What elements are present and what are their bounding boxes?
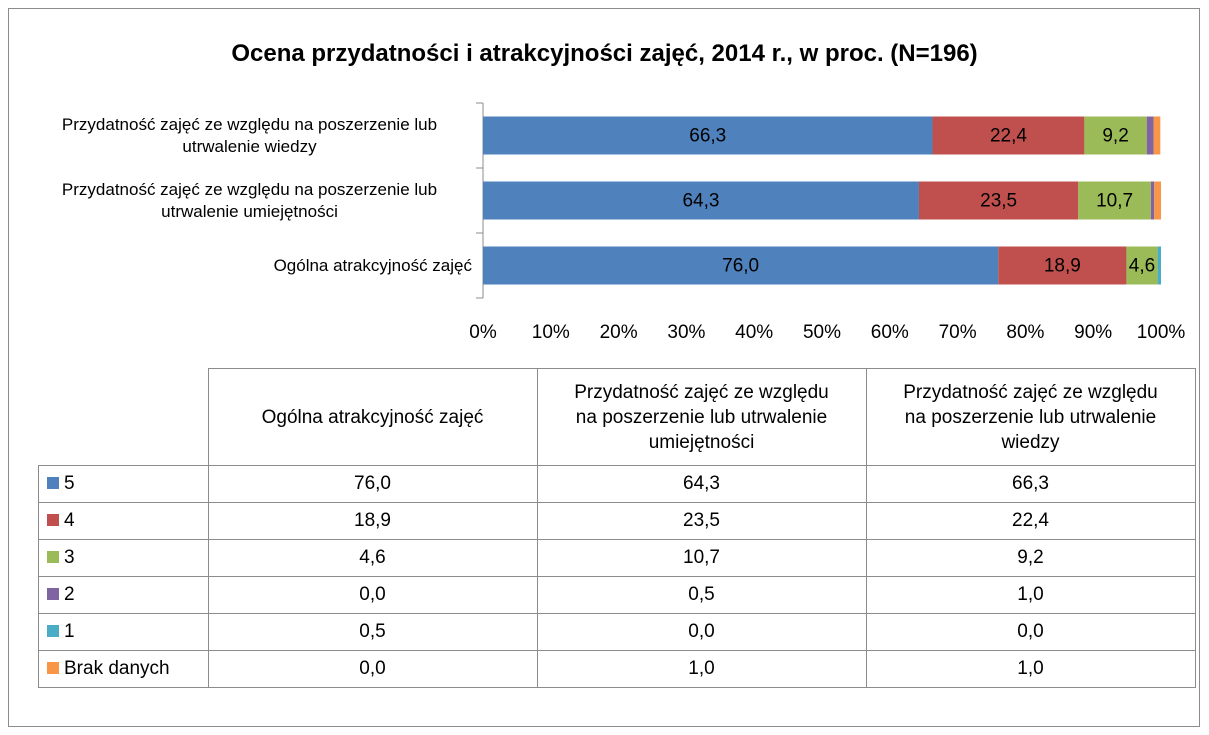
data-label: 9,2 <box>1102 126 1128 147</box>
table-row: 5 76,0 64,3 66,3 <box>38 465 1196 503</box>
table-row: 3 4,6 10,7 9,2 <box>38 539 1196 577</box>
table-cell: 66,3 <box>865 465 1196 503</box>
column-header: Przydatność zajęć ze względu na poszerze… <box>536 368 867 466</box>
legend-label: 3 <box>64 547 75 568</box>
legend-swatch <box>47 477 59 489</box>
empty-cell <box>38 368 209 466</box>
bar-segment <box>483 181 919 220</box>
y-tick-label: Przydatność zajęć ze względu na poszerze… <box>20 179 472 223</box>
table-row: Brak danych 0,0 1,0 1,0 <box>38 650 1196 688</box>
bar-segment <box>1146 116 1154 155</box>
legend-entry: 1 <box>38 613 209 651</box>
table-row: 4 18,9 23,5 22,4 <box>38 502 1196 540</box>
bar-segment <box>1126 246 1158 285</box>
legend-swatch <box>47 551 59 563</box>
table-cell: 9,2 <box>865 539 1196 577</box>
y-tick-label: Ogólna atrakcyjność zajęć <box>20 255 472 277</box>
bar-segment <box>1084 116 1147 155</box>
data-label: 22,4 <box>990 126 1027 147</box>
header-row: Ogólna atrakcyjność zajęć Przydatność zaj… <box>38 368 1196 466</box>
table-cell: 1,0 <box>865 576 1196 614</box>
data-label: 64,3 <box>682 191 719 212</box>
table-cell: 76,0 <box>207 465 538 503</box>
x-tick-label: 50% <box>803 322 841 343</box>
data-table: Ogólna atrakcyjność zajęć Przydatność zaj… <box>38 368 1196 688</box>
bar-segment <box>1150 181 1155 220</box>
table-cell: 1,0 <box>865 650 1196 688</box>
y-tick-label-text: Przydatność zajęć ze względu na poszerze… <box>61 179 438 221</box>
x-tick-label: 90% <box>1074 322 1112 343</box>
data-label: 4,6 <box>1129 256 1155 277</box>
legend-entry: Brak danych <box>38 650 209 688</box>
bar-segment <box>483 116 933 155</box>
y-tick-label-text: Przydatność zajęć ze względu na poszerze… <box>61 114 438 156</box>
legend-entry: 3 <box>38 539 209 577</box>
table-cell: 4,6 <box>207 539 538 577</box>
y-tick-label: Przydatność zajęć ze względu na poszerze… <box>20 114 472 158</box>
bar-segment <box>918 181 1079 220</box>
legend-swatch <box>47 514 59 526</box>
bar-segment <box>1157 246 1161 285</box>
x-tick-label: 10% <box>532 322 570 343</box>
y-tick-label-text: Ogólna atrakcyjność zajęć <box>273 255 472 275</box>
x-tick-label: 60% <box>871 322 909 343</box>
table-cell: 0,0 <box>207 576 538 614</box>
column-header: Ogólna atrakcyjność zajęć <box>207 368 538 466</box>
x-tick-label: 80% <box>1006 322 1044 343</box>
legend-label: 5 <box>64 473 75 494</box>
bar-segment <box>1154 181 1161 220</box>
legend-entry: 2 <box>38 576 209 614</box>
bar-segment <box>483 246 999 285</box>
column-header: Przydatność zajęć ze względu na poszerze… <box>865 368 1196 466</box>
x-tick-label: 100% <box>1137 322 1186 343</box>
table-cell: 64,3 <box>536 465 867 503</box>
chart-title: Ocena przydatności i atrakcyjności zajęć… <box>231 40 978 67</box>
table-cell: 0,5 <box>536 576 867 614</box>
data-label: 23,5 <box>980 191 1017 212</box>
table-cell: 1,0 <box>536 650 867 688</box>
table-cell: 18,9 <box>207 502 538 540</box>
table-cell: 0,0 <box>207 650 538 688</box>
legend-swatch <box>47 625 59 637</box>
data-label: 76,0 <box>722 256 759 277</box>
x-tick-label: 0% <box>469 322 497 343</box>
legend-entry: 5 <box>38 465 209 503</box>
data-label: 18,9 <box>1044 256 1081 277</box>
data-label: 66,3 <box>689 126 726 147</box>
table-cell: 0,5 <box>207 613 538 651</box>
x-tick-label: 30% <box>667 322 705 343</box>
legend-label: 2 <box>64 584 75 605</box>
chart-frame <box>8 8 1200 727</box>
legend-label: 1 <box>64 621 75 642</box>
legend-swatch <box>47 662 59 674</box>
table-cell: 0,0 <box>536 613 867 651</box>
data-label: 10,7 <box>1096 191 1133 212</box>
x-tick-label: 20% <box>600 322 638 343</box>
table-cell: 23,5 <box>536 502 867 540</box>
legend-entry: 4 <box>38 502 209 540</box>
bar-segment <box>932 116 1085 155</box>
legend-label: Brak danych <box>64 658 170 679</box>
table-cell: 0,0 <box>865 613 1196 651</box>
legend-label: 4 <box>64 510 75 531</box>
table-cell: 10,7 <box>536 539 867 577</box>
x-tick-label: 70% <box>939 322 977 343</box>
table-row: 2 0,0 0,5 1,0 <box>38 576 1196 614</box>
table-cell: 22,4 <box>865 502 1196 540</box>
legend-swatch <box>47 588 59 600</box>
bar-segment <box>1153 116 1161 155</box>
table-row: 1 0,5 0,0 0,0 <box>38 613 1196 651</box>
x-tick-label: 40% <box>735 322 773 343</box>
bar-segment <box>1078 181 1151 220</box>
bar-segment <box>998 246 1127 285</box>
